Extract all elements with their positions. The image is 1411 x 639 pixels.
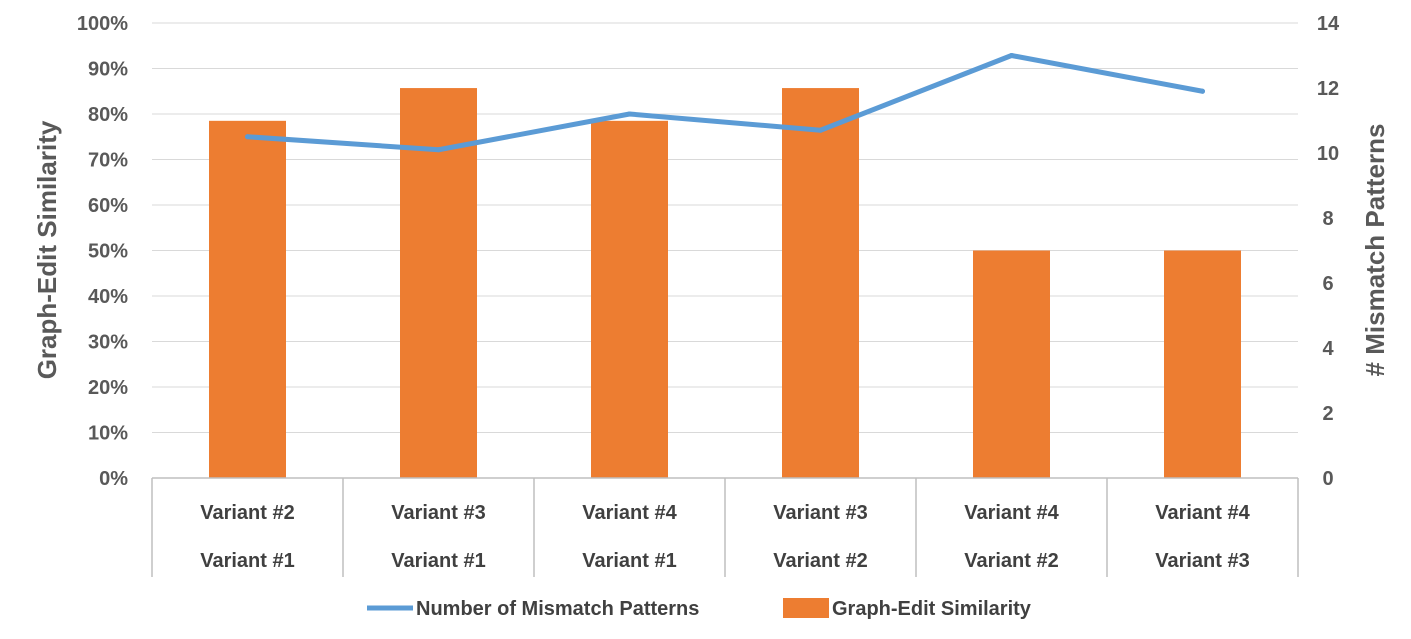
category-label-top: Variant #2: [200, 502, 295, 524]
left-tick-label: 70%: [88, 150, 128, 172]
bar: [1164, 250, 1241, 478]
category-label-bottom: Variant #1: [200, 550, 295, 572]
left-tick-label: 90%: [88, 59, 128, 81]
line-point: [1009, 53, 1014, 58]
line-point: [1200, 88, 1205, 94]
legend: Number of Mismatch Patterns Graph-Edit S…: [367, 598, 1032, 620]
right-tick-label: 6: [1322, 273, 1333, 295]
category-label-bottom: Variant #3: [1155, 550, 1250, 572]
left-tick-label: 60%: [88, 195, 128, 217]
left-tick-label: 80%: [88, 104, 128, 126]
gridlines: [152, 22, 1298, 479]
legend-bar-swatch: [783, 598, 829, 618]
category-label-top: Variant #4: [1155, 502, 1250, 524]
left-tick-label: 0%: [99, 468, 128, 490]
right-tick-label: 8: [1322, 208, 1333, 230]
line-series: [245, 53, 1205, 153]
line-point: [245, 134, 250, 140]
left-axis-title: Graph-Edit Similarity: [32, 120, 62, 379]
category-label-top: Variant #3: [773, 502, 868, 524]
legend-label-mismatch: Number of Mismatch Patterns: [416, 598, 699, 620]
right-tick-label: 10: [1317, 143, 1339, 165]
left-axis-ticks: 0% 10% 20% 30% 40% 50% 60% 70% 80% 90% 100%: [77, 13, 128, 490]
bar: [400, 88, 477, 478]
category-label-bottom: Variant #2: [964, 550, 1059, 572]
bar: [782, 88, 859, 478]
line-point: [436, 147, 441, 153]
left-tick-label: 50%: [88, 241, 128, 263]
category-label-top: Variant #3: [391, 502, 486, 524]
right-axis-ticks: 0 2 4 6 8 10 12 14: [1317, 13, 1340, 490]
right-tick-label: 14: [1317, 13, 1340, 35]
category-label-bottom: Variant #2: [773, 550, 868, 572]
bar: [209, 120, 286, 478]
right-axis-title: # Mismatch Patterns: [1360, 124, 1390, 377]
bar: [973, 250, 1050, 478]
right-tick-label: 12: [1317, 78, 1339, 100]
category-label-top: Variant #4: [964, 502, 1059, 524]
category-label-top: Variant #4: [582, 502, 677, 524]
category-label-bottom: Variant #1: [582, 550, 677, 572]
right-tick-label: 0: [1322, 468, 1333, 490]
right-tick-label: 4: [1322, 338, 1334, 360]
left-tick-label: 10%: [88, 423, 128, 445]
mismatch-line: [245, 53, 1205, 153]
line-point: [818, 127, 823, 133]
left-tick-label: 40%: [88, 286, 128, 308]
left-tick-label: 30%: [88, 332, 128, 354]
bar-series: [209, 88, 1241, 478]
x-axis: Variant #2 Variant #1 Variant #3 Variant #1…: [151, 477, 1299, 577]
left-tick-label: 20%: [88, 377, 128, 399]
line-point: [627, 111, 632, 117]
right-tick-label: 2: [1322, 403, 1333, 425]
category-label-bottom: Variant #1: [391, 550, 486, 572]
legend-label-similarity: Graph-Edit Similarity: [832, 598, 1032, 620]
left-tick-label: 100%: [77, 13, 128, 35]
bar: [591, 120, 668, 478]
